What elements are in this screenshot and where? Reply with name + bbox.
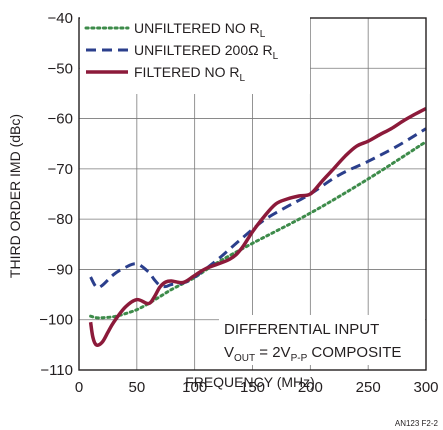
legend-label-unfiltered-200-rl: UNFILTERED 200Ω RL	[134, 42, 279, 62]
chart-series	[88, 106, 428, 347]
annotation-line-1: DIFFERENTIAL INPUT	[224, 321, 379, 338]
y-tick-label: −80	[48, 211, 73, 228]
x-tick-label: 250	[356, 379, 381, 396]
figure-id: AN123 F2-2	[395, 419, 439, 428]
x-tick-label: 100	[182, 379, 207, 396]
x-tick-labels: 0 50 100 150 200 250 300	[75, 379, 439, 396]
legend-background	[80, 12, 310, 94]
y-tick-label: −60	[48, 111, 73, 128]
annotation-background	[219, 315, 425, 365]
series-line-unfiltered-200-rl	[89, 127, 427, 290]
x-tick-label: 150	[240, 379, 265, 396]
y-tick-label: −90	[48, 261, 73, 278]
annotation-line-2: VOUT = 2VP-P COMPOSITE	[224, 344, 401, 364]
x-tick-label: 300	[413, 379, 438, 396]
y-tick-label: −70	[48, 161, 73, 178]
x-tick-label: 200	[298, 379, 323, 396]
y-tick-labels: −40 −50 −60 −70 −80 −90 −100 −110	[39, 10, 73, 379]
series-line-unfiltered-no-rl	[89, 140, 428, 320]
legend-label-unfiltered-no-rl: UNFILTERED NO RL	[134, 20, 266, 40]
y-tick-label: −40	[48, 10, 73, 27]
annotation-box: DIFFERENTIAL INPUT VOUT = 2VP-P COMPOSIT…	[219, 315, 425, 365]
x-tick-label: 0	[75, 379, 83, 396]
y-tick-label: −100	[39, 312, 73, 329]
x-axis-title: FREQUENCY (MHz)	[185, 374, 315, 390]
y-tick-label: −50	[48, 60, 73, 77]
legend: UNFILTERED NO RL UNFILTERED 200Ω RL FILT…	[80, 12, 310, 94]
series-line-filtered-no-rl	[88, 106, 427, 347]
y-axis-title: THIRD ORDER IMD (dBc)	[7, 114, 23, 278]
x-tick-label: 50	[128, 379, 145, 396]
y-tick-label: −110	[40, 362, 73, 379]
legend-label-filtered-no-rl: FILTERED NO RL	[134, 64, 246, 84]
